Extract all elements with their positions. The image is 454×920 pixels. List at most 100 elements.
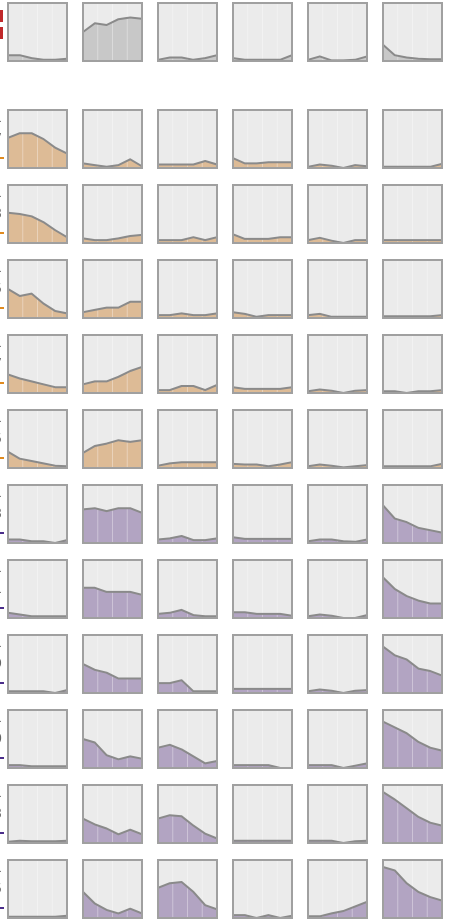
panel-row: 17 bbox=[0, 109, 443, 169]
panel bbox=[232, 259, 293, 319]
panel-border bbox=[232, 859, 293, 919]
series-line bbox=[82, 300, 142, 314]
series-line bbox=[157, 881, 218, 911]
area-fill bbox=[233, 462, 292, 468]
panel-border bbox=[307, 2, 368, 62]
series-line bbox=[157, 461, 217, 467]
series-line bbox=[158, 679, 217, 693]
panel-border bbox=[307, 559, 368, 619]
panel-border bbox=[82, 409, 143, 469]
series-line bbox=[82, 817, 143, 836]
panel bbox=[82, 559, 143, 619]
panel bbox=[7, 259, 68, 319]
panel-border bbox=[157, 784, 218, 844]
panel-border bbox=[157, 109, 218, 169]
panel-border bbox=[382, 109, 443, 169]
row-label: 1 bbox=[0, 561, 2, 576]
panel-border bbox=[7, 859, 68, 919]
panel-border bbox=[157, 559, 218, 619]
row-label: 3 bbox=[0, 807, 2, 822]
series-line bbox=[382, 576, 442, 605]
series-line bbox=[82, 738, 143, 761]
series-line bbox=[82, 439, 143, 454]
panel-border bbox=[157, 859, 218, 919]
series-line bbox=[7, 132, 68, 155]
panel-border bbox=[382, 709, 443, 769]
panel-row: 19 bbox=[0, 634, 443, 694]
area-fill bbox=[233, 612, 292, 618]
series-line bbox=[308, 762, 368, 769]
panel bbox=[82, 334, 143, 394]
panel bbox=[382, 859, 443, 919]
panel-border bbox=[82, 109, 143, 169]
panel-border bbox=[307, 259, 368, 319]
row-label: 5 bbox=[0, 432, 2, 447]
panel bbox=[307, 409, 368, 469]
panel bbox=[82, 784, 143, 844]
panel-border bbox=[382, 259, 443, 319]
panel-border bbox=[232, 109, 293, 169]
area-fill bbox=[233, 537, 292, 543]
panel-border bbox=[382, 334, 443, 394]
series-line bbox=[158, 236, 218, 242]
series-line bbox=[8, 914, 68, 918]
panel-row: 13 bbox=[0, 484, 443, 544]
panel-row: 15 bbox=[0, 259, 443, 319]
row-label: 9 bbox=[0, 657, 2, 672]
panel-border bbox=[7, 709, 68, 769]
series-line bbox=[382, 866, 443, 902]
panel-border bbox=[307, 184, 368, 244]
panel-border bbox=[82, 484, 143, 544]
row-label: 1 bbox=[0, 582, 2, 597]
panel bbox=[307, 184, 368, 244]
area-fill bbox=[83, 508, 142, 543]
series-line bbox=[82, 233, 143, 242]
panel-border bbox=[7, 259, 68, 319]
row-label: 1 bbox=[0, 786, 2, 801]
panel bbox=[157, 634, 218, 694]
series-line bbox=[383, 314, 443, 318]
series-line bbox=[158, 160, 218, 166]
series-line bbox=[7, 450, 68, 468]
panel-border bbox=[232, 634, 293, 694]
panel bbox=[382, 409, 443, 469]
series-line bbox=[383, 162, 443, 168]
series-line bbox=[82, 891, 143, 915]
panel-border bbox=[382, 2, 443, 62]
series-line bbox=[233, 611, 293, 617]
series-line bbox=[307, 236, 367, 244]
row-label: 5 bbox=[0, 882, 2, 897]
panel bbox=[157, 409, 218, 469]
panel-background bbox=[232, 2, 293, 62]
area-fill bbox=[383, 792, 442, 843]
series-line bbox=[232, 311, 292, 318]
panel bbox=[7, 109, 68, 169]
panel bbox=[7, 2, 68, 62]
series-line bbox=[82, 365, 143, 386]
panel-border bbox=[232, 784, 293, 844]
panel bbox=[82, 184, 143, 244]
panel-background bbox=[232, 484, 293, 544]
panel bbox=[232, 559, 293, 619]
panel bbox=[157, 109, 218, 169]
series-line bbox=[382, 44, 442, 61]
area-fill bbox=[83, 818, 142, 843]
panel bbox=[307, 709, 368, 769]
panel-border bbox=[82, 259, 143, 319]
area-fill bbox=[383, 505, 442, 543]
panel bbox=[82, 634, 143, 694]
series-line bbox=[307, 388, 368, 394]
panel bbox=[7, 409, 68, 469]
area-fill bbox=[383, 44, 442, 61]
panel bbox=[382, 784, 443, 844]
row-label: 5 bbox=[0, 282, 2, 297]
series-line bbox=[382, 720, 443, 752]
series-line bbox=[382, 791, 443, 827]
area-fill bbox=[233, 387, 292, 393]
panel-border bbox=[82, 334, 143, 394]
panel bbox=[382, 184, 443, 244]
series-line bbox=[82, 507, 143, 514]
panel bbox=[157, 184, 218, 244]
area-fill bbox=[83, 17, 142, 61]
row-label: 1 bbox=[0, 636, 2, 651]
